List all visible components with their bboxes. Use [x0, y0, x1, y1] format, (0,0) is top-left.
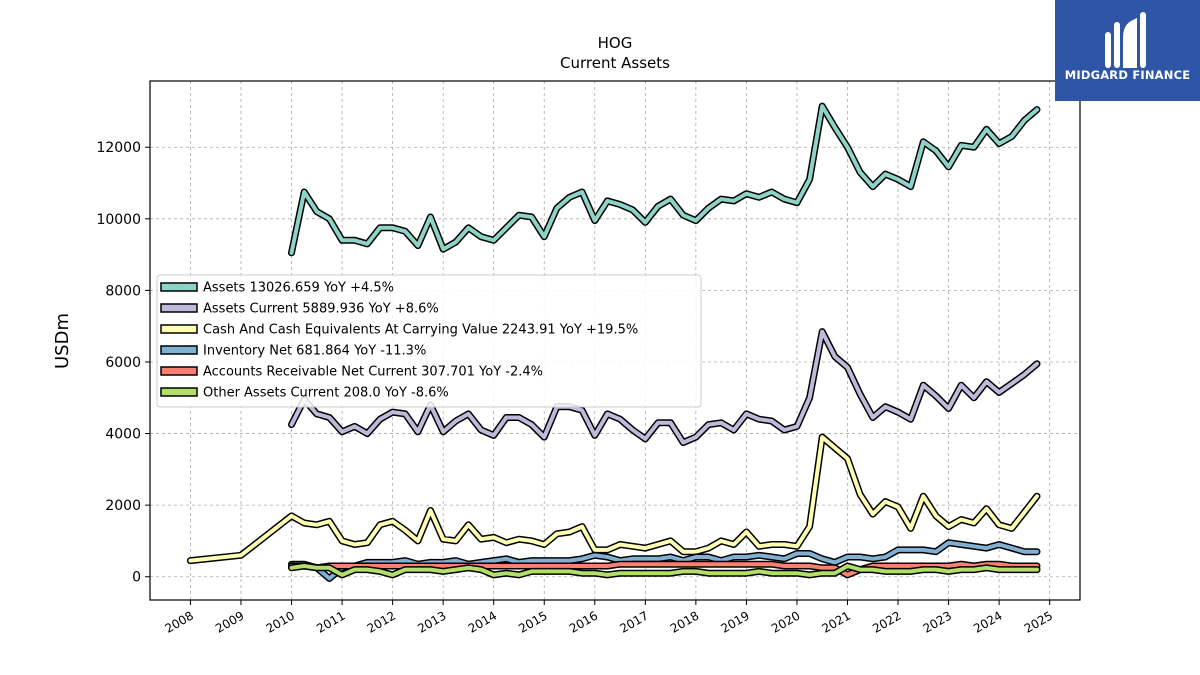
legend-swatch — [160, 324, 198, 334]
x-tick-label: 2013 — [415, 608, 448, 635]
y-axis-ticks: 0 2000 4000 6000 8000 10000 12000 — [96, 140, 150, 586]
logo-mark-icon — [1105, 12, 1146, 68]
legend-swatch — [160, 366, 198, 376]
legend-entry: Assets Current 5889.936 YoY +8.6% — [203, 302, 439, 317]
x-tick-label: 2009 — [213, 608, 246, 635]
legend-entry: Accounts Receivable Net Current 307.701 … — [203, 365, 543, 380]
series-line — [289, 104, 1039, 255]
legend-swatch — [160, 345, 198, 355]
series-2 — [186, 433, 1041, 565]
series-0 — [288, 102, 1041, 257]
legend[interactable]: Assets 13026.659 YoY +4.5% Assets Current… — [156, 274, 702, 408]
x-tick-label: 2010 — [264, 608, 297, 635]
legend-swatch — [160, 282, 198, 292]
chart-subtitle: Current Assets — [560, 54, 670, 72]
legend-entry: Other Assets Current 208.0 YoY -8.6% — [203, 386, 449, 401]
x-tick-label: 2016 — [567, 608, 600, 635]
x-tick-label: 2015 — [516, 608, 549, 635]
x-axis-ticks: 2008 2009 2010 2011 2012 2013 2014 2015 2016 2017… — [162, 600, 1055, 636]
series-line-outline — [186, 433, 1041, 565]
series-5 — [288, 562, 1041, 579]
brand-name: MIDGARD FINANCE — [1064, 68, 1191, 82]
brand-logo: MIDGARD FINANCE — [1055, 0, 1200, 101]
series-line — [188, 435, 1039, 563]
x-tick-label: 2014 — [466, 608, 499, 635]
y-tick-label: 0 — [132, 570, 141, 586]
x-tick-label: 2021 — [820, 608, 853, 635]
series-layer — [186, 102, 1041, 582]
x-tick-label: 2025 — [1022, 608, 1055, 635]
axes-frame — [149, 80, 1081, 601]
legend-box — [156, 274, 702, 408]
x-tick-label: 2012 — [365, 608, 398, 635]
legend-swatch — [160, 387, 198, 397]
x-tick-label: 2019 — [718, 608, 751, 635]
y-tick-label: 8000 — [105, 283, 141, 299]
series-1 — [288, 328, 1041, 446]
legend-swatch — [160, 303, 198, 313]
x-tick-label: 2011 — [314, 608, 347, 635]
y-tick-label: 2000 — [105, 498, 141, 514]
y-tick-label: 10000 — [96, 212, 141, 228]
legend-entry: Cash And Cash Equivalents At Carrying Va… — [203, 323, 638, 338]
legend-entry: Inventory Net 681.864 YoY -11.3% — [203, 344, 426, 359]
series-line — [289, 562, 1039, 577]
x-tick-label: 2023 — [921, 608, 954, 635]
x-tick-label: 2017 — [617, 608, 650, 635]
x-tick-label: 2008 — [162, 608, 195, 635]
y-tick-label: 4000 — [105, 427, 141, 443]
chart-title: HOG — [598, 34, 633, 52]
x-tick-label: 2022 — [870, 608, 903, 635]
series-4 — [288, 560, 1041, 579]
series-line — [289, 329, 1039, 445]
x-tick-label: 2024 — [971, 608, 1004, 635]
y-axis-label: USDm — [52, 313, 73, 369]
y-tick-label: 12000 — [96, 140, 141, 156]
x-tick-label: 2020 — [769, 608, 802, 635]
legend-entry: Assets 13026.659 YoY +4.5% — [203, 281, 394, 296]
y-tick-label: 6000 — [105, 355, 141, 371]
x-tick-label: 2018 — [668, 608, 701, 635]
series-line — [289, 564, 1039, 577]
